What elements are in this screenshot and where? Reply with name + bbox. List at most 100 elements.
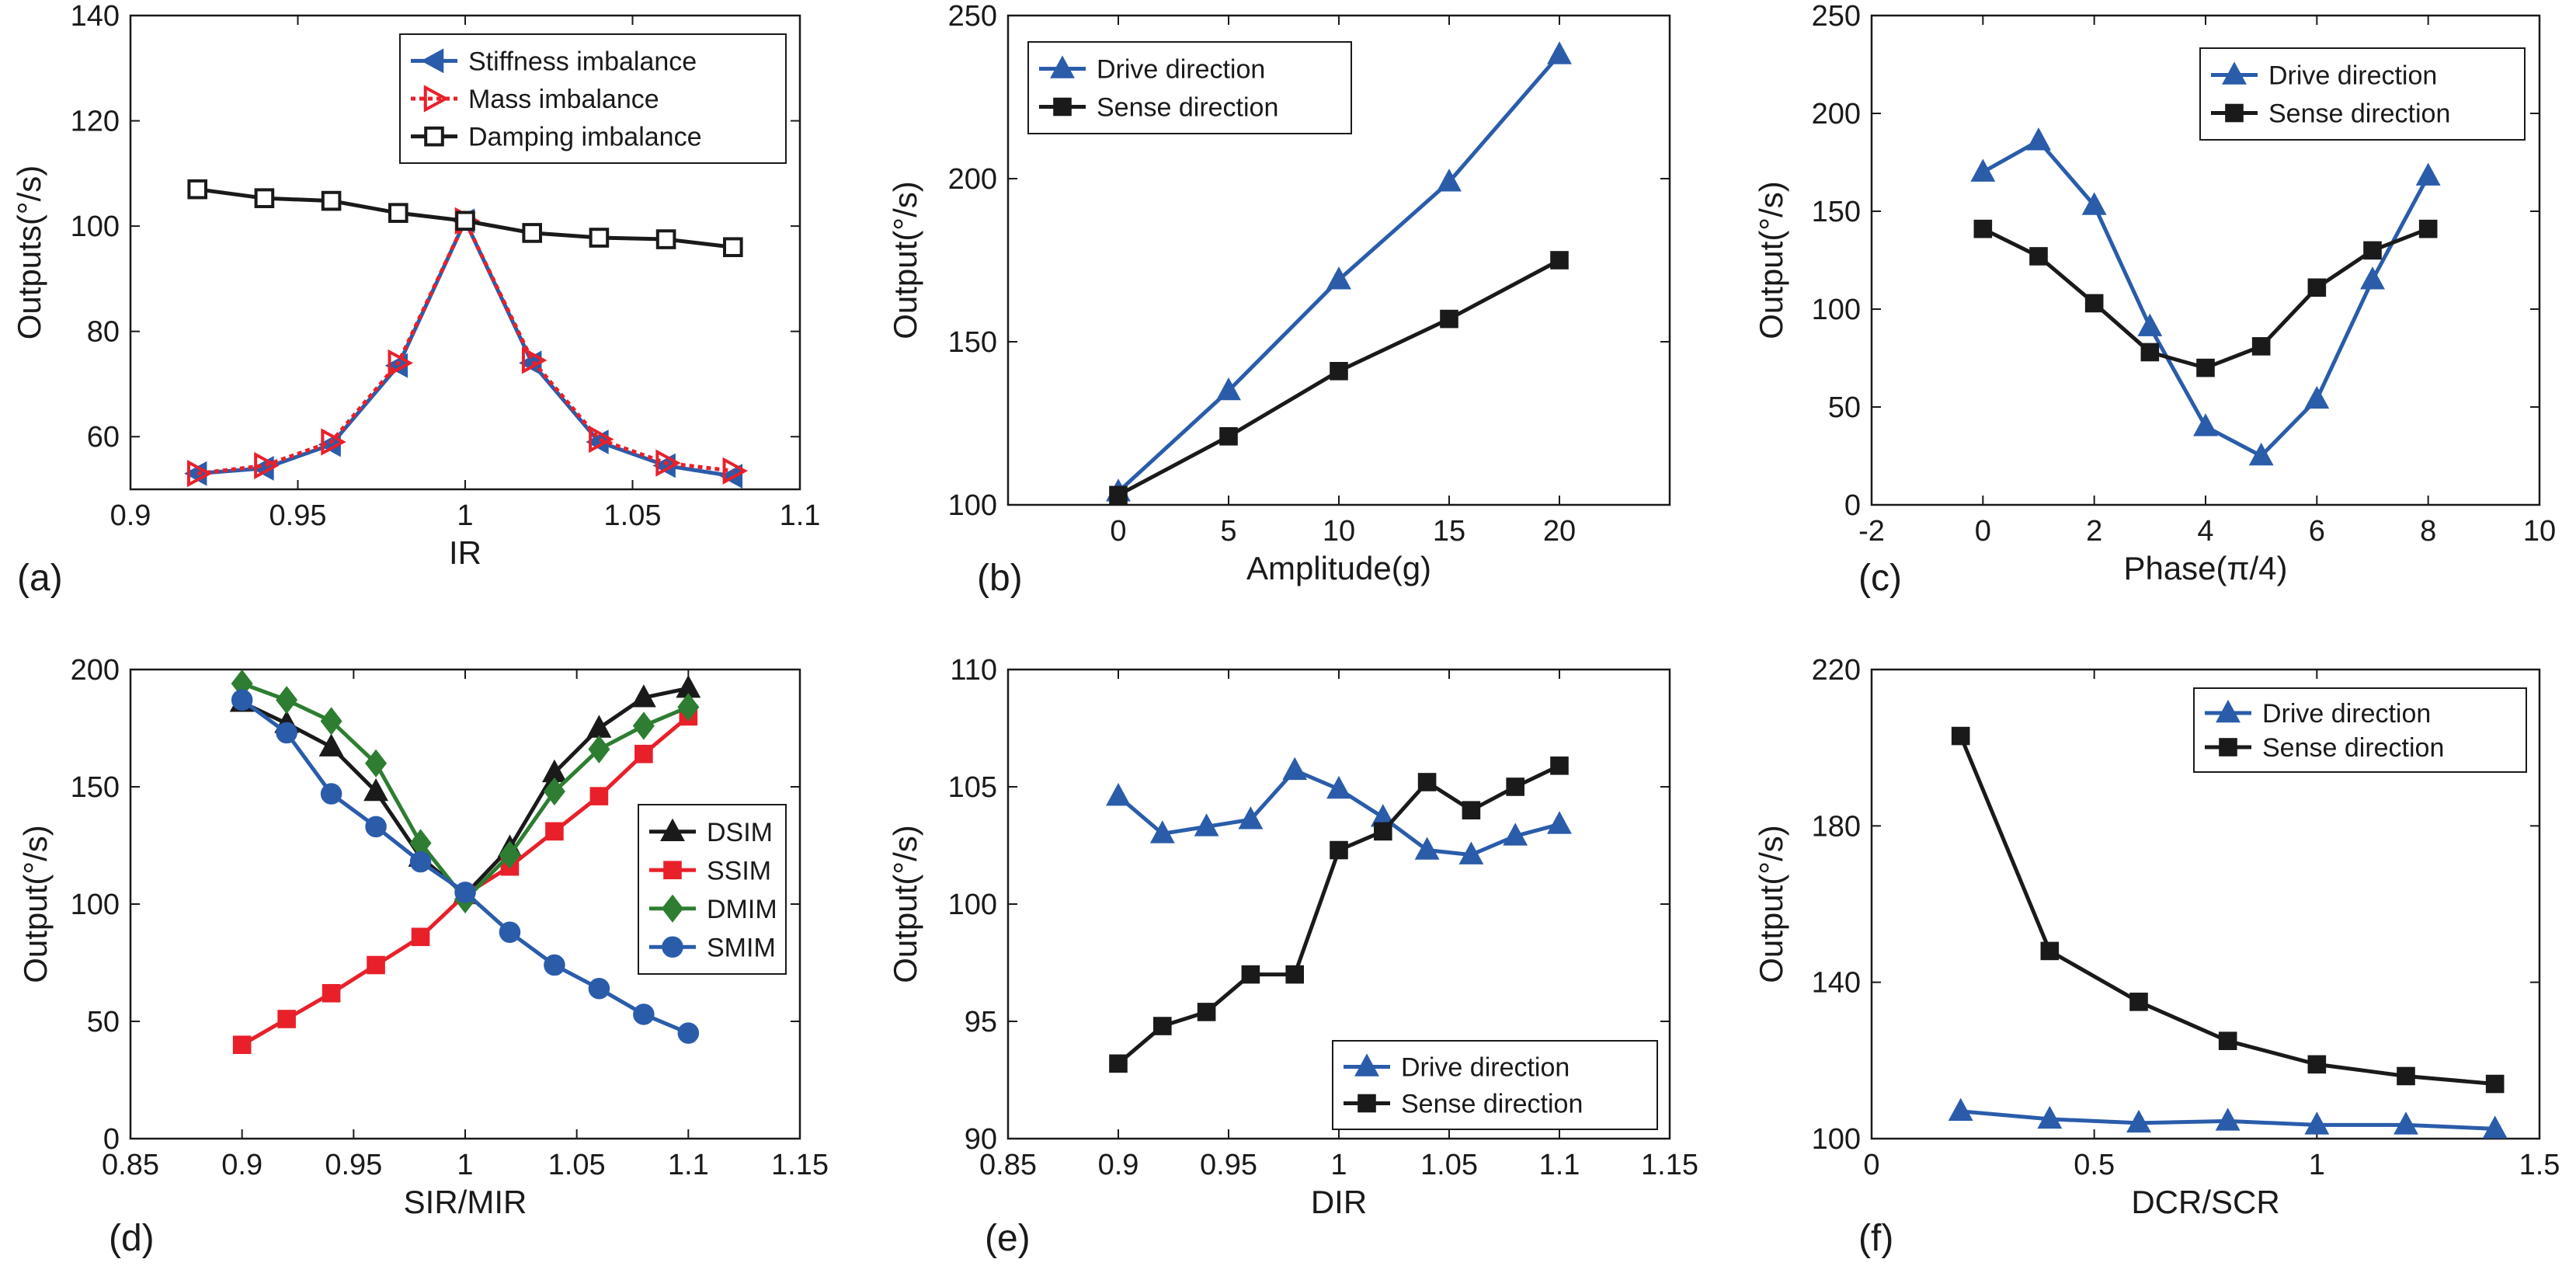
legend: Drive direction Sense direction — [2193, 687, 2527, 773]
x-tick-label: 1.15 — [1641, 1149, 1698, 1181]
x-tick-label: 0.95 — [1200, 1149, 1257, 1181]
series-stiffness-imbalance — [184, 208, 743, 489]
data-point — [277, 1010, 296, 1028]
legend-marker — [661, 894, 684, 923]
y-tick-label: 60 — [87, 421, 120, 454]
data-point — [2140, 343, 2160, 362]
y-tick-label: 100 — [71, 210, 120, 243]
chart-panel-6: 0 0.5 1 1.5 100 140 180 220 DCR/SCR Output(°/s) (f… — [1753, 654, 2560, 1259]
legend: Drive direction Sense direction — [1332, 1040, 1658, 1130]
chart-panel-2: 0 5 10 15 20 100 150 200 250 Amplitude(g) Output(°… — [887, 0, 1671, 599]
data-point — [543, 777, 565, 806]
series-drive-direction — [1106, 41, 1572, 502]
data-point — [655, 229, 676, 249]
y-tick-label: 200 — [948, 163, 997, 196]
data-point — [2081, 192, 2107, 215]
data-point — [1437, 169, 1462, 192]
x-tick-label: 0 — [1975, 515, 1991, 548]
data-point — [589, 228, 610, 248]
panel-label: (b) — [977, 558, 1023, 599]
legend-box — [1027, 41, 1352, 134]
legend-marker — [660, 818, 685, 841]
data-point — [232, 1035, 252, 1055]
data-point — [1503, 823, 1528, 846]
data-point — [2196, 358, 2215, 377]
data-point — [588, 977, 610, 1000]
data-point — [1970, 158, 1996, 182]
legend-label: Sense direction — [2262, 733, 2444, 763]
data-point — [1951, 726, 1970, 746]
data-point — [1417, 773, 1437, 791]
data-point — [631, 684, 656, 708]
series-line — [1982, 138, 2430, 458]
data-point — [2029, 247, 2048, 266]
x-axis-label: Amplitude(g) — [1246, 550, 1431, 586]
x-tick-label: 20 — [1543, 515, 1576, 548]
data-point — [2248, 442, 2274, 466]
plot-area-frame — [1870, 668, 2541, 1140]
legend-label: Drive direction — [1097, 55, 1265, 85]
data-point — [388, 349, 413, 377]
y-tick-label: 105 — [948, 771, 997, 804]
legend-marker — [2225, 103, 2244, 123]
x-tick-label: 0.95 — [269, 499, 327, 532]
y-tick-label: 100 — [1812, 294, 1861, 326]
data-point — [2193, 413, 2218, 437]
x-tick-label: 0.9 — [1098, 1149, 1139, 1181]
data-point — [1948, 1097, 1973, 1122]
legend-label: SSIM — [707, 856, 771, 885]
data-point — [276, 722, 297, 744]
x-tick-label: 1 — [1330, 1149, 1347, 1181]
data-point — [2363, 241, 2382, 260]
data-point — [322, 983, 341, 1003]
x-tick-label: 1.1 — [668, 1149, 709, 1181]
data-point — [545, 822, 564, 841]
legend-label: DMIM — [707, 895, 777, 924]
legend-marker — [1053, 97, 1072, 117]
data-point — [2415, 162, 2441, 186]
data-point — [411, 927, 430, 947]
y-axis-label: Output(°/s) — [1753, 181, 1789, 339]
x-tick-label: 1.1 — [1539, 1149, 1580, 1181]
series-ssim — [232, 707, 698, 1055]
data-point — [1973, 219, 1993, 238]
legend-marker — [1354, 1053, 1379, 1077]
data-point — [455, 210, 475, 231]
x-axis-label: DCR/SCR — [2131, 1184, 2279, 1220]
data-point — [231, 689, 253, 711]
series-sense-direction — [1951, 726, 2505, 1094]
data-point — [1506, 777, 1525, 796]
x-tick-label: 0 — [1863, 1149, 1879, 1181]
data-point — [254, 188, 275, 208]
panel-label: (a) — [17, 558, 63, 599]
series-line — [1959, 735, 2495, 1087]
data-point — [1440, 309, 1458, 329]
legend-marker — [420, 48, 444, 74]
legend-box — [1332, 1040, 1658, 1130]
y-tick-label: 250 — [1812, 0, 1861, 33]
panel-label: (c) — [1858, 558, 1902, 599]
data-point — [254, 451, 280, 480]
legend-marker — [662, 936, 683, 958]
y-tick-label: 180 — [1812, 810, 1861, 843]
panel-label: (d) — [109, 1218, 155, 1259]
legend-label: Drive direction — [2268, 61, 2437, 91]
data-point — [589, 787, 609, 805]
series-sense-direction — [1973, 219, 2438, 377]
data-point — [2040, 941, 2060, 961]
x-axis-label: DIR — [1311, 1184, 1367, 1220]
data-point — [589, 425, 614, 454]
data-point — [1153, 1017, 1172, 1035]
y-tick-label: 140 — [1812, 967, 1861, 1000]
series-dsim — [229, 675, 701, 905]
data-point — [318, 733, 344, 757]
x-tick-label: 5 — [1220, 515, 1236, 548]
data-point — [1330, 362, 1348, 381]
legend: Drive direction Sense direction — [1027, 41, 1352, 134]
legend-box — [2199, 47, 2526, 141]
legend-marker — [1358, 1094, 1376, 1113]
data-point — [1550, 757, 1569, 775]
y-axis-label: Output(°/s) — [887, 825, 923, 983]
data-point — [1282, 757, 1308, 781]
